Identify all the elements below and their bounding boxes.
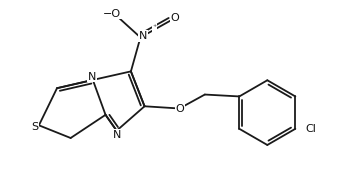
Text: −O: −O [103,9,121,19]
Text: O: O [170,13,179,23]
Text: N: N [139,31,147,41]
Text: ⁺: ⁺ [152,23,156,32]
Text: N: N [113,130,121,139]
Text: N: N [88,72,96,82]
Text: Cl: Cl [305,124,316,134]
Text: S: S [31,122,39,132]
Text: O: O [175,104,184,114]
